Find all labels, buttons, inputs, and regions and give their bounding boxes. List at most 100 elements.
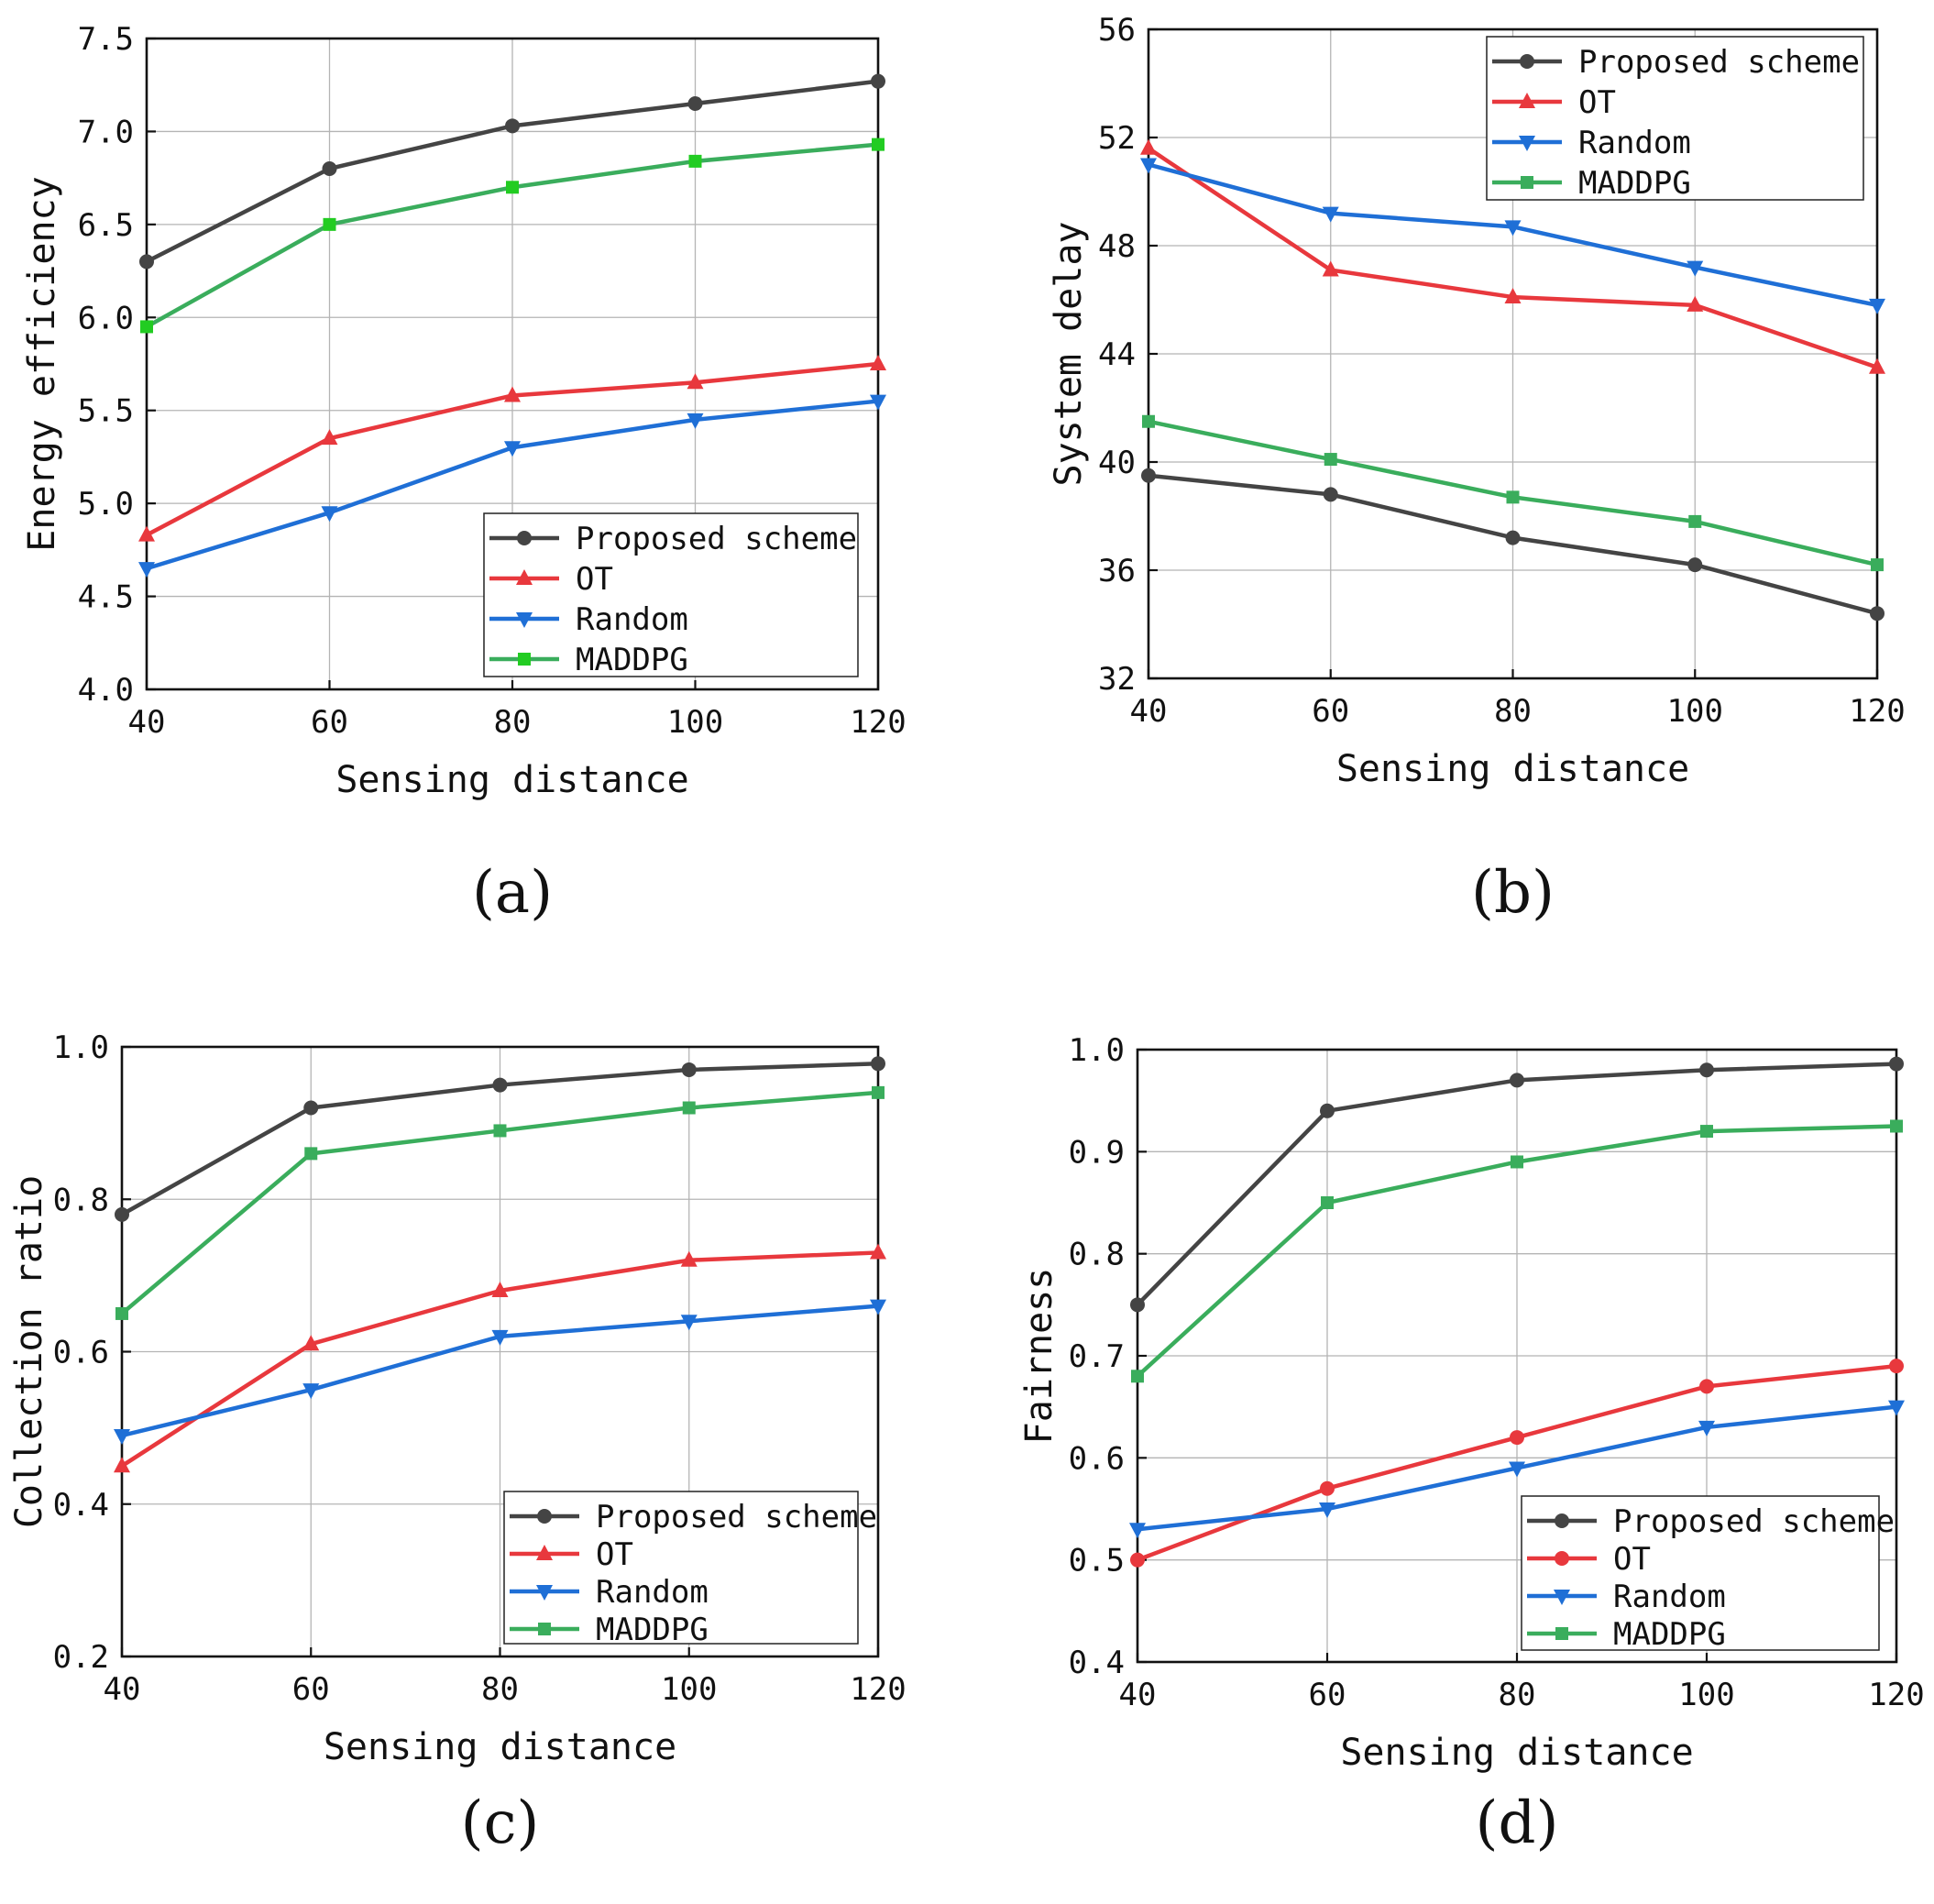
legend-marker-ot: [1555, 1551, 1569, 1566]
series-proposed: [139, 73, 885, 270]
point-proposed: [871, 1056, 885, 1072]
point-proposed: [871, 73, 885, 89]
legend-label-maddpg: MADDPG: [1613, 1616, 1726, 1653]
panel-b: 40 60 80 100 120 32 36 40 44 48 52 56 Sensing distan…: [1048, 12, 1906, 927]
point-random: [1129, 1523, 1146, 1539]
y-axis-label: Energy efficiency: [21, 176, 63, 551]
point-random: [1698, 1420, 1715, 1436]
legend-marker-ot: [516, 569, 533, 585]
panel-tag: (a): [472, 859, 553, 927]
series-random: [138, 394, 886, 578]
x-tick-label: 100: [661, 1671, 717, 1708]
point-proposed: [681, 1062, 697, 1077]
point-maddpg: [872, 138, 885, 151]
series-random: [1129, 1400, 1905, 1539]
point-random: [1687, 260, 1704, 277]
point-random: [1504, 220, 1522, 237]
series-maddpg: [1131, 1119, 1903, 1383]
point-random: [491, 1329, 509, 1346]
y-axis-label: Fairness: [1018, 1268, 1060, 1445]
x-tick-label: 60: [292, 1671, 330, 1708]
legend-label-random: Random: [1578, 125, 1691, 161]
legend-label-ot: OT: [596, 1536, 633, 1573]
point-random: [138, 562, 155, 578]
point-maddpg: [506, 181, 519, 194]
legend-marker-proposed: [1555, 1513, 1569, 1528]
legend-label-proposed: Proposed scheme: [576, 521, 857, 557]
point-ot: [680, 1250, 698, 1267]
point-maddpg: [140, 320, 153, 334]
panel-c: 40 60 80 100 120 0.2 0.4 0.6 0.8 1.0 Sensing dista…: [8, 1029, 907, 1857]
legend-marker-proposed: [517, 531, 532, 545]
point-ot: [687, 373, 704, 390]
y-tick-label: 48: [1098, 228, 1136, 265]
y-tick-label: 4.5: [78, 579, 134, 616]
x-axis-label: Sensing distance: [1340, 1732, 1693, 1774]
x-tick-label: 40: [1119, 1677, 1157, 1713]
x-tick-label: 120: [850, 704, 906, 741]
series-maddpg: [115, 1085, 885, 1320]
point-ot: [1130, 1552, 1145, 1568]
series-proposed: [115, 1056, 885, 1222]
legend-label-maddpg: MADDPG: [596, 1612, 709, 1648]
point-maddpg: [323, 217, 336, 231]
point-maddpg: [1511, 1155, 1523, 1169]
point-proposed: [1505, 530, 1521, 545]
x-tick-label: 120: [1868, 1677, 1924, 1713]
point-maddpg: [1890, 1119, 1903, 1133]
legend-label-proposed: Proposed scheme: [596, 1499, 877, 1535]
series-maddpg: [1142, 414, 1884, 572]
y-tick-label: 5.0: [78, 486, 134, 523]
y-tick-label: 1.0: [53, 1029, 109, 1066]
point-random: [302, 1383, 320, 1400]
legend-marker-random: [536, 1585, 553, 1601]
point-ot: [504, 386, 521, 402]
y-tick-label: 52: [1098, 120, 1136, 157]
y-axis-label: Collection ratio: [8, 1175, 50, 1528]
x-tick-label: 80: [494, 704, 532, 741]
panel-d: 40 60 80 100 120 0.4 0.5 0.6 0.7 0.8 0.9 1.0 Sensing…: [1018, 1032, 1925, 1857]
point-ot: [1322, 260, 1339, 277]
y-tick-label: 1.0: [1069, 1032, 1125, 1069]
point-maddpg: [688, 154, 702, 168]
x-axis-label: Sensing distance: [324, 1726, 676, 1768]
series-proposed: [1130, 1056, 1904, 1313]
point-random: [114, 1428, 130, 1445]
x-tick-label: 100: [1678, 1677, 1734, 1713]
point-ot: [1140, 138, 1157, 155]
y-tick-label: 0.7: [1069, 1338, 1125, 1375]
point-maddpg: [682, 1101, 696, 1115]
x-tick-label: 100: [667, 704, 723, 741]
point-maddpg: [1688, 514, 1702, 528]
point-ot: [1504, 288, 1522, 304]
point-maddpg: [493, 1124, 507, 1138]
point-maddpg: [1506, 490, 1520, 504]
point-proposed: [1323, 487, 1338, 502]
x-tick-label: 120: [1849, 693, 1905, 730]
point-proposed: [1889, 1056, 1904, 1072]
y-tick-label: 6.0: [78, 300, 134, 336]
x-tick-label: 40: [104, 1671, 141, 1708]
point-proposed: [1510, 1073, 1524, 1088]
x-tick-label: 100: [1667, 693, 1723, 730]
point-random: [1888, 1400, 1905, 1416]
point-maddpg: [1871, 558, 1884, 572]
point-proposed: [115, 1206, 129, 1222]
point-random: [321, 506, 338, 523]
legend-marker-maddpg: [518, 653, 531, 666]
point-ot: [1687, 295, 1704, 312]
point-random: [687, 413, 704, 429]
y-tick-label: 0.2: [53, 1639, 109, 1676]
y-tick-label: 7.0: [78, 114, 134, 150]
point-proposed: [1130, 1297, 1145, 1313]
legend-label-random: Random: [1613, 1579, 1726, 1615]
point-proposed: [303, 1100, 319, 1116]
panel-tag: (c): [461, 1789, 540, 1857]
y-tick-label: 36: [1098, 553, 1136, 589]
series-random: [114, 1299, 886, 1445]
point-random: [680, 1315, 698, 1331]
panel-tag: (d): [1476, 1789, 1559, 1857]
